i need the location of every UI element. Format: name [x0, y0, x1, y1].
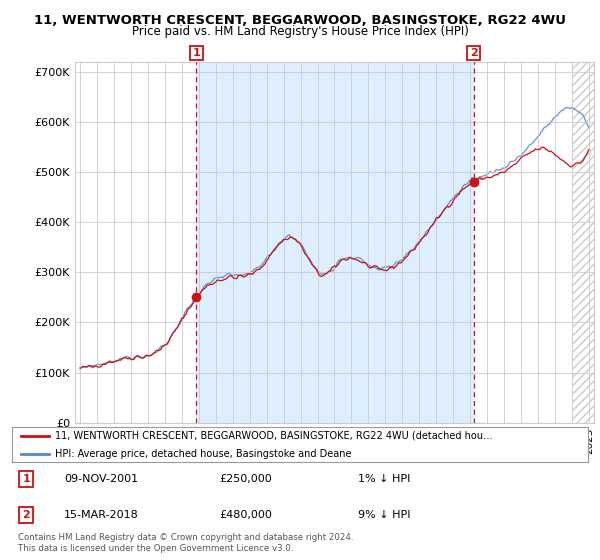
Text: HPI: Average price, detached house, Basingstoke and Deane: HPI: Average price, detached house, Basi…	[55, 449, 352, 459]
Text: 11, WENTWORTH CRESCENT, BEGGARWOOD, BASINGSTOKE, RG22 4WU: 11, WENTWORTH CRESCENT, BEGGARWOOD, BASI…	[34, 14, 566, 27]
Text: £480,000: £480,000	[220, 510, 272, 520]
Text: Contains HM Land Registry data © Crown copyright and database right 2024.
This d: Contains HM Land Registry data © Crown c…	[18, 533, 353, 553]
Bar	[196, 62, 474, 423]
Text: 11, WENTWORTH CRESCENT, BEGGARWOOD, BASINGSTOKE, RG22 4WU (detached hou…: 11, WENTWORTH CRESCENT, BEGGARWOOD, BASI…	[55, 431, 493, 441]
Text: 1: 1	[23, 474, 30, 484]
Text: 09-NOV-2001: 09-NOV-2001	[64, 474, 138, 484]
Text: 2: 2	[23, 510, 30, 520]
Text: 9% ↓ HPI: 9% ↓ HPI	[358, 510, 410, 520]
Text: £250,000: £250,000	[220, 474, 272, 484]
Text: 2: 2	[470, 48, 478, 58]
Text: Price paid vs. HM Land Registry's House Price Index (HPI): Price paid vs. HM Land Registry's House …	[131, 25, 469, 38]
Text: 1% ↓ HPI: 1% ↓ HPI	[358, 474, 410, 484]
Text: 1: 1	[193, 48, 200, 58]
Text: 15-MAR-2018: 15-MAR-2018	[64, 510, 139, 520]
Bar	[572, 62, 594, 423]
